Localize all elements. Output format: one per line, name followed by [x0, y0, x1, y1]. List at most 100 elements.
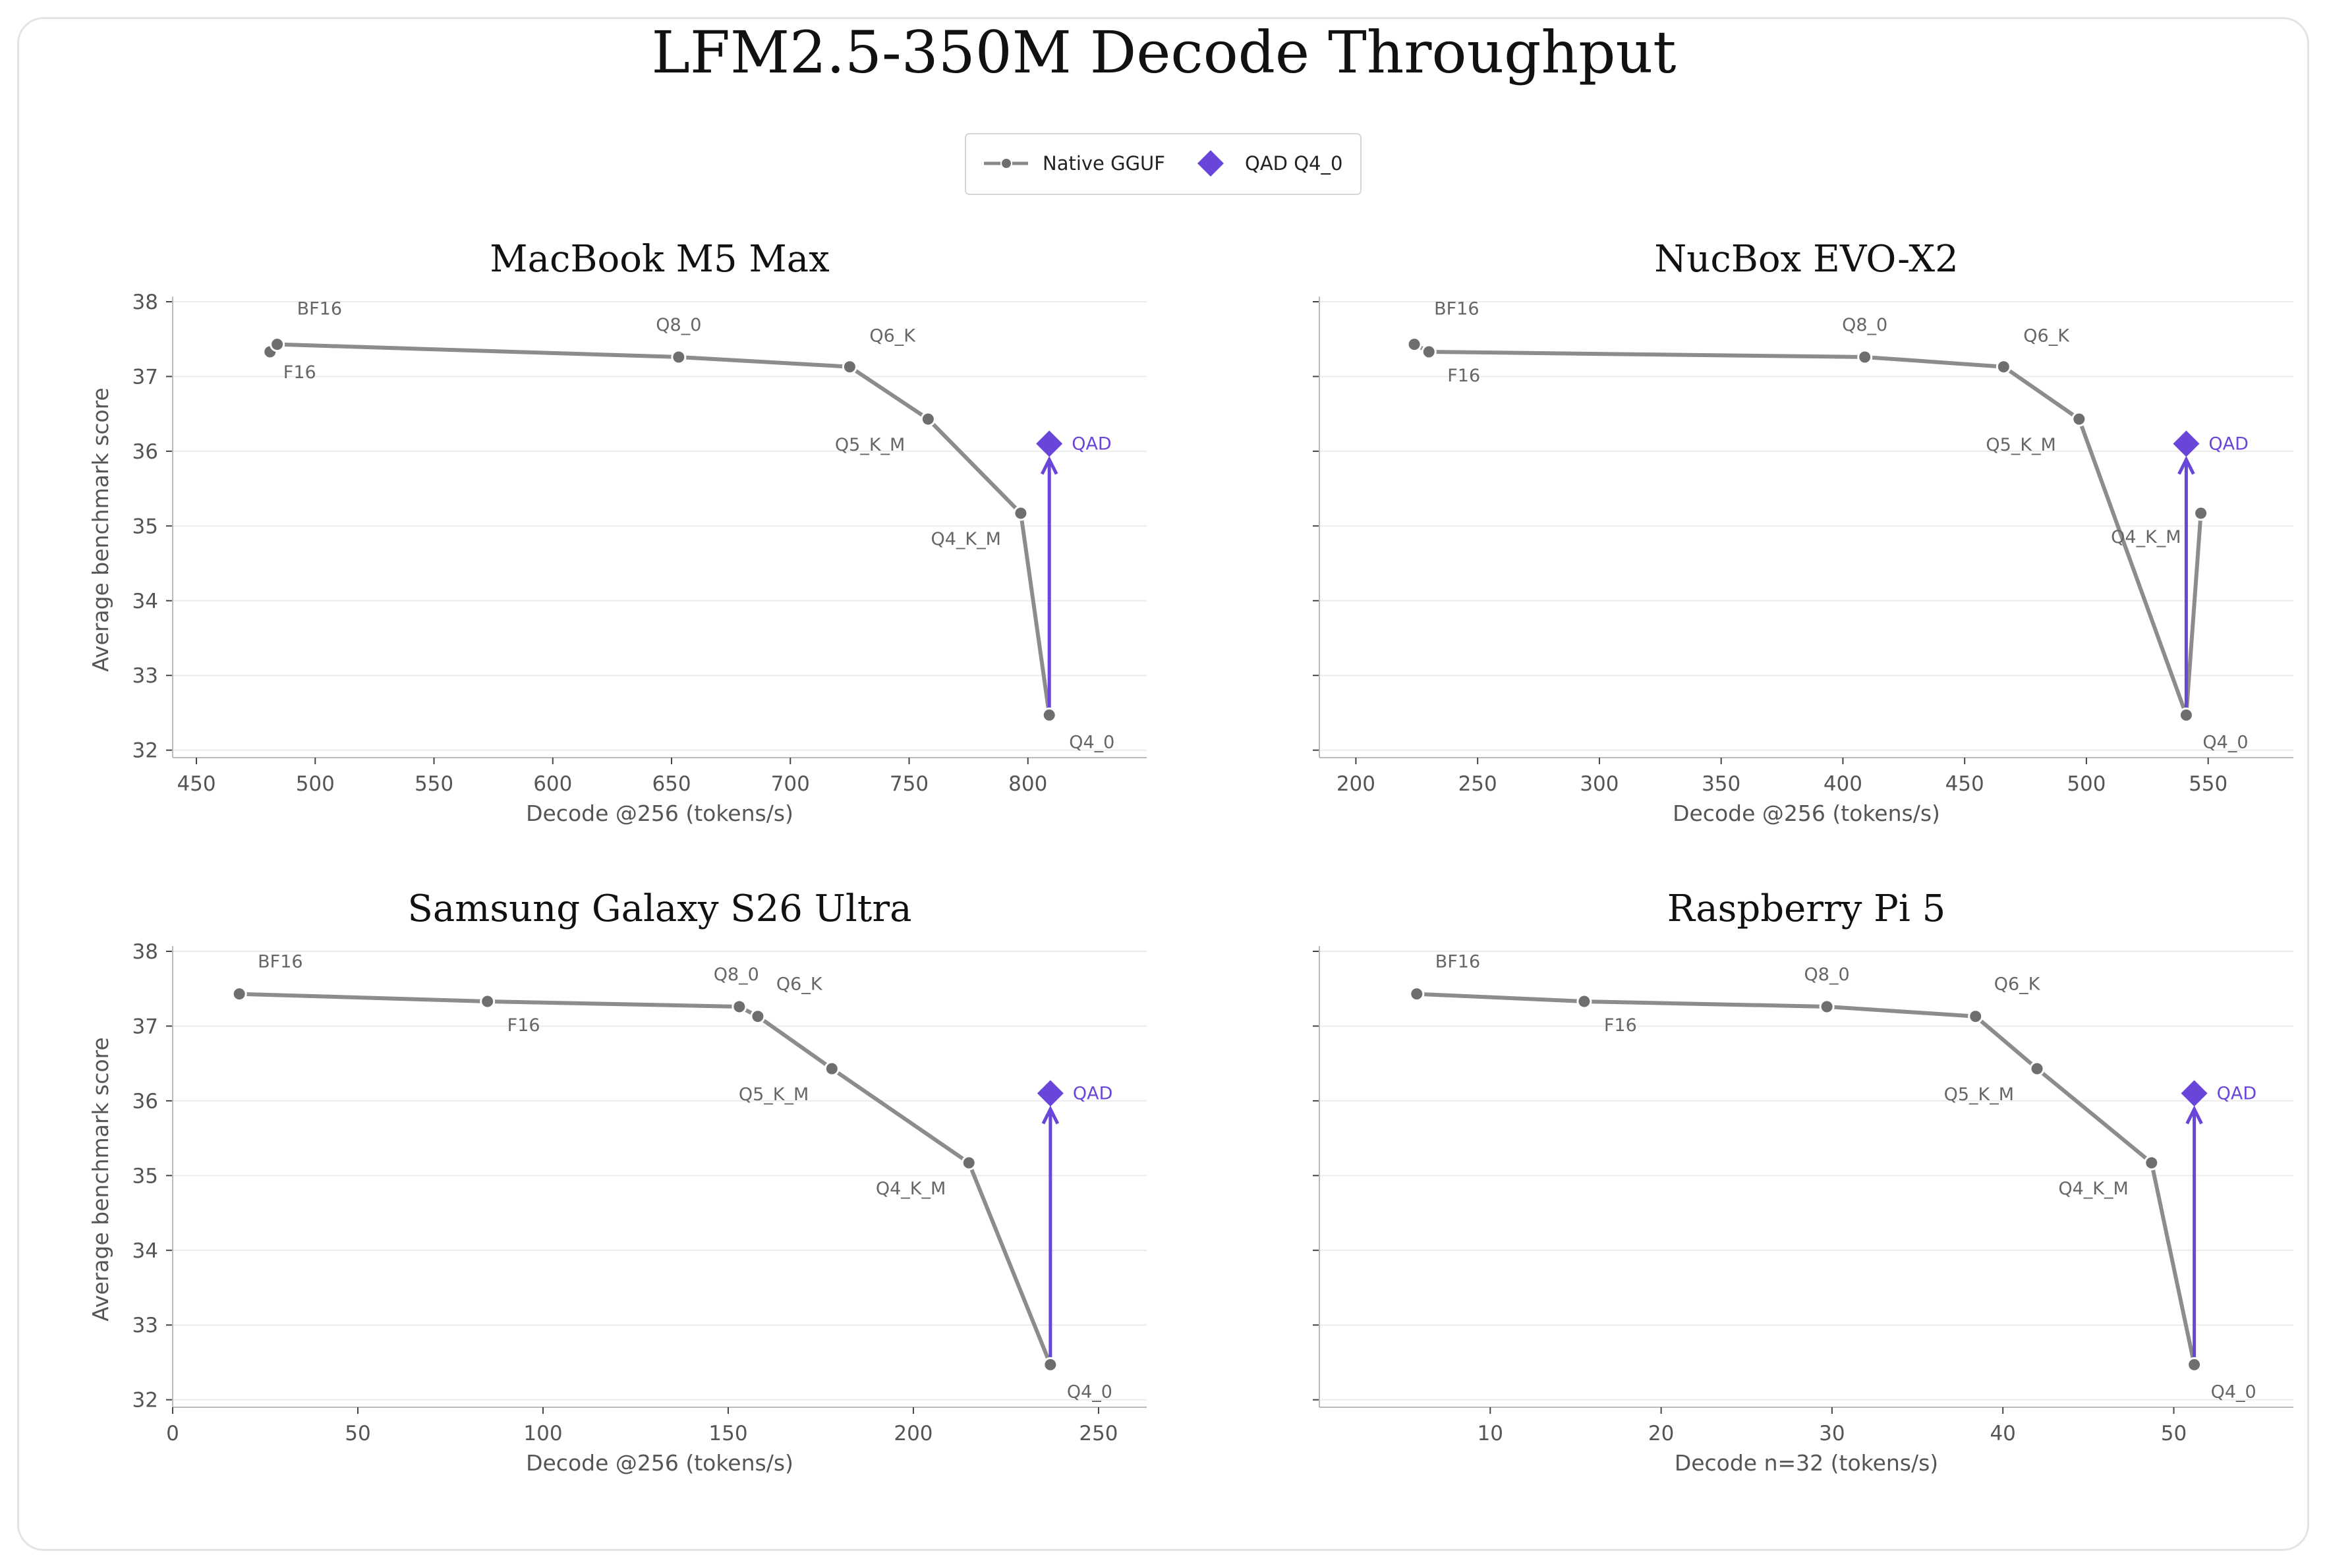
panel-title: Raspberry Pi 5 — [1667, 887, 1945, 930]
x-tick-label: 200 — [894, 1422, 933, 1445]
figure-frame — [17, 17, 2309, 1551]
y-axis-label: Average benchmark score — [88, 387, 113, 671]
x-tick-label: 200 — [1336, 772, 1375, 796]
point-label: F16 — [1447, 366, 1480, 386]
native-point-q5-k-m — [2071, 411, 2087, 427]
figure-title: LFM2.5-350M Decode Throughput — [651, 18, 1676, 86]
legend-native-marker — [1000, 157, 1012, 169]
x-tick-label: 350 — [1702, 772, 1740, 796]
chart-panel-1: MacBook M5 Max 32 33 34 35 36 37 38 450 500 550 600… — [88, 238, 1147, 826]
y-tick-label: 35 — [132, 515, 158, 538]
point-label: BF16 — [1434, 299, 1479, 320]
qad-arrow-head — [1040, 455, 1058, 475]
point-label: Q4_0 — [2211, 1382, 2256, 1402]
native-point-q4-k-m — [1013, 505, 1029, 521]
point-label: Q6_K — [869, 326, 916, 347]
native-point-q5-k-m — [824, 1061, 840, 1077]
x-tick-label: 40 — [1990, 1422, 2015, 1445]
x-tick-label: 450 — [177, 772, 215, 796]
point-label: Q4_K_M — [2058, 1179, 2128, 1199]
point-label: Q8_0 — [714, 965, 759, 985]
x-tick-label: 400 — [1824, 772, 1862, 796]
qad-point-label: QAD — [2217, 1084, 2257, 1104]
native-point-q4-k-m — [2144, 1155, 2160, 1171]
point-label: Q6_K — [2023, 326, 2070, 347]
point-label: Q4_K_M — [931, 529, 1001, 549]
native-gguf-line — [1413, 342, 2203, 717]
native-point-q8-0 — [1857, 349, 1873, 365]
point-label: BF16 — [1435, 952, 1480, 972]
point-label: Q6_K — [776, 974, 823, 995]
y-tick-label: 36 — [132, 1090, 158, 1113]
native-point-q8-0 — [671, 349, 687, 365]
native-point-q8-0 — [732, 999, 747, 1015]
y-tick-label: 36 — [132, 440, 158, 464]
x-tick-label: 700 — [771, 772, 810, 796]
y-tick-label: 33 — [132, 1314, 158, 1337]
x-axis-label: Decode n=32 (tokens/s) — [1675, 1450, 1938, 1476]
native-point-f16 — [1576, 994, 1592, 1009]
chart-panel-2: NucBox EVO-X2 200 250 300 350 400 450 500 550 Dec… — [1313, 238, 2293, 826]
native-point-f16 — [480, 994, 496, 1009]
qad-point-marker — [1036, 430, 1063, 457]
chart-panel-3: Samsung Galaxy S26 Ultra 32 33 34 35 36 37 38 0 5… — [88, 887, 1147, 1476]
native-point-q6-k — [750, 1009, 766, 1024]
qad-point-marker — [1037, 1080, 1064, 1107]
y-tick-label: 37 — [132, 365, 158, 389]
x-tick-label: 250 — [1458, 772, 1497, 796]
x-tick-label: 20 — [1648, 1422, 1674, 1445]
x-tick-label: 150 — [708, 1422, 747, 1445]
y-tick-label: 38 — [132, 291, 158, 314]
panel-title: NucBox EVO-X2 — [1654, 238, 1958, 281]
native-point-q6-k — [1968, 1009, 1984, 1024]
x-axis-label: Decode @256 (tokens/s) — [526, 800, 793, 826]
y-tick-label: 32 — [132, 739, 158, 763]
legend: Native GGUF QAD Q4_0 — [965, 133, 1362, 195]
point-label: F16 — [283, 362, 316, 383]
x-tick-label: 600 — [533, 772, 572, 796]
point-label: Q5_K_M — [1944, 1084, 2014, 1105]
x-tick-label: 450 — [1945, 772, 1984, 796]
qad-point-marker — [2181, 1080, 2208, 1107]
legend-native-label: Native GGUF — [1043, 152, 1165, 175]
point-label: F16 — [507, 1015, 540, 1036]
point-label: Q4_0 — [2202, 732, 2248, 752]
native-point-q4-0 — [1041, 707, 1057, 723]
legend-qad-label: QAD Q4_0 — [1245, 152, 1342, 175]
x-tick-label: 650 — [652, 772, 691, 796]
point-label: Q8_0 — [1842, 315, 1887, 335]
point-label: BF16 — [258, 952, 302, 972]
y-tick-label: 32 — [132, 1389, 158, 1413]
native-point-q4-k-m — [961, 1155, 977, 1171]
qad-arrow-head — [1041, 1105, 1060, 1125]
native-point-bf16 — [1409, 986, 1425, 1002]
native-point-bf16 — [1406, 337, 1422, 352]
native-point-f16 — [1421, 344, 1437, 360]
x-tick-label: 500 — [296, 772, 335, 796]
point-label: Q8_0 — [1804, 965, 1850, 985]
native-point-bf16 — [270, 337, 285, 352]
y-tick-label: 34 — [132, 590, 158, 613]
y-tick-label: 33 — [132, 664, 158, 688]
x-tick-label: 10 — [1478, 1422, 1503, 1445]
native-point-q6-k — [842, 359, 857, 375]
native-point-q4-0 — [1043, 1357, 1058, 1372]
point-label: BF16 — [297, 299, 342, 320]
native-point-q5-k-m — [2029, 1061, 2045, 1077]
y-tick-label: 34 — [132, 1239, 158, 1263]
point-label: Q4_K_M — [876, 1179, 946, 1199]
native-point-q4-0 — [2187, 1357, 2202, 1372]
x-tick-label: 100 — [523, 1422, 562, 1445]
qad-point-label: QAD — [1072, 434, 1112, 455]
point-label: Q4_0 — [1069, 732, 1114, 752]
point-label: Q5_K_M — [835, 435, 905, 455]
qad-point-label: QAD — [2208, 434, 2249, 455]
native-point-q4-k-m — [2193, 505, 2209, 521]
x-tick-label: 500 — [2067, 772, 2106, 796]
point-label: Q8_0 — [656, 315, 701, 335]
x-tick-label: 800 — [1008, 772, 1047, 796]
point-label: Q4_0 — [1067, 1382, 1112, 1402]
x-tick-label: 750 — [890, 772, 929, 796]
panel-title: Samsung Galaxy S26 Ultra — [408, 887, 912, 930]
